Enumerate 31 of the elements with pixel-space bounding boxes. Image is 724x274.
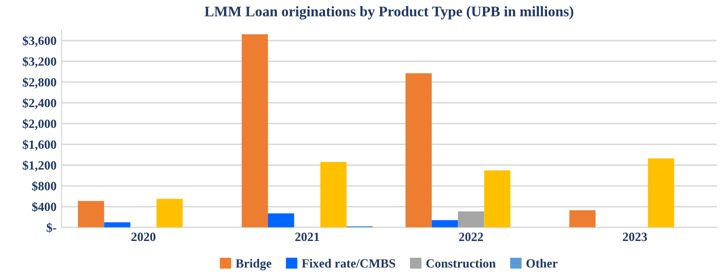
bar — [104, 222, 130, 228]
bar — [242, 34, 268, 228]
bar — [458, 211, 484, 228]
bar — [484, 170, 510, 228]
x-tick-label: 2021 — [295, 232, 320, 242]
y-tick-label: $2,000 — [22, 118, 56, 130]
y-tick-label: $3,200 — [22, 56, 56, 68]
y-tick-label: $- — [46, 222, 56, 233]
y-tick-label: $3,600 — [22, 36, 56, 47]
legend-label: Other — [526, 258, 558, 268]
y-tick-label: $400 — [32, 202, 56, 212]
x-tick-label: 2022 — [459, 232, 484, 242]
legend-label: Construction — [426, 258, 496, 268]
x-tick-label: 2020 — [131, 232, 156, 242]
legend-label: Fixed rate/CMBS — [302, 258, 396, 268]
y-tick-label: $1,600 — [22, 140, 56, 151]
bar — [320, 162, 347, 228]
y-tick-label: $800 — [32, 181, 56, 192]
bar — [569, 210, 596, 228]
x-tick-label: 2023 — [622, 232, 647, 242]
chart-title: LMM Loan originations by Product Type (UPB in millions) — [204, 6, 574, 20]
bar — [156, 198, 183, 228]
legend-label: Bridge — [236, 258, 272, 270]
bar — [268, 213, 294, 228]
bar — [78, 200, 104, 228]
y-tick-label: $1,200 — [22, 160, 56, 172]
y-tick-label: $2,400 — [22, 98, 56, 110]
bar — [648, 158, 674, 228]
y-tick-label: $2,800 — [22, 77, 56, 88]
bar — [406, 73, 432, 228]
bar — [432, 220, 458, 228]
